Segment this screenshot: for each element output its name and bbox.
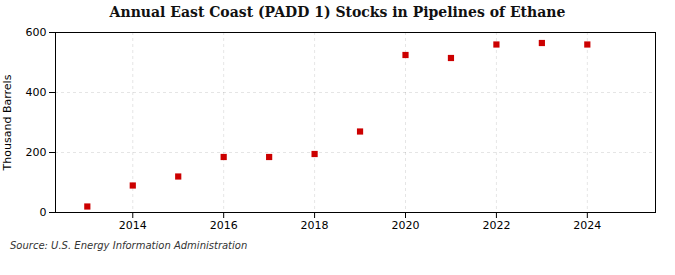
svg-text:0: 0 — [40, 206, 47, 219]
svg-text:2022: 2022 — [482, 219, 510, 232]
svg-text:2020: 2020 — [392, 219, 420, 232]
svg-text:400: 400 — [26, 86, 47, 99]
svg-text:Thousand Barrels: Thousand Barrels — [1, 74, 14, 171]
svg-text:2018: 2018 — [301, 219, 329, 232]
html-text:Source: U.S. Energy Informatio: Source: U.S. Energy Information Administ… — [10, 240, 248, 251]
svg-text:2024: 2024 — [573, 219, 601, 232]
svg-text:200: 200 — [26, 146, 47, 159]
svg-text:2014: 2014 — [119, 219, 147, 232]
svg-text:2016: 2016 — [210, 219, 238, 232]
svg-text:600: 600 — [26, 26, 47, 39]
html-text:Annual East Coast (PADD 1) Sto: Annual East Coast (PADD 1) Stocks in Pip… — [109, 4, 566, 20]
